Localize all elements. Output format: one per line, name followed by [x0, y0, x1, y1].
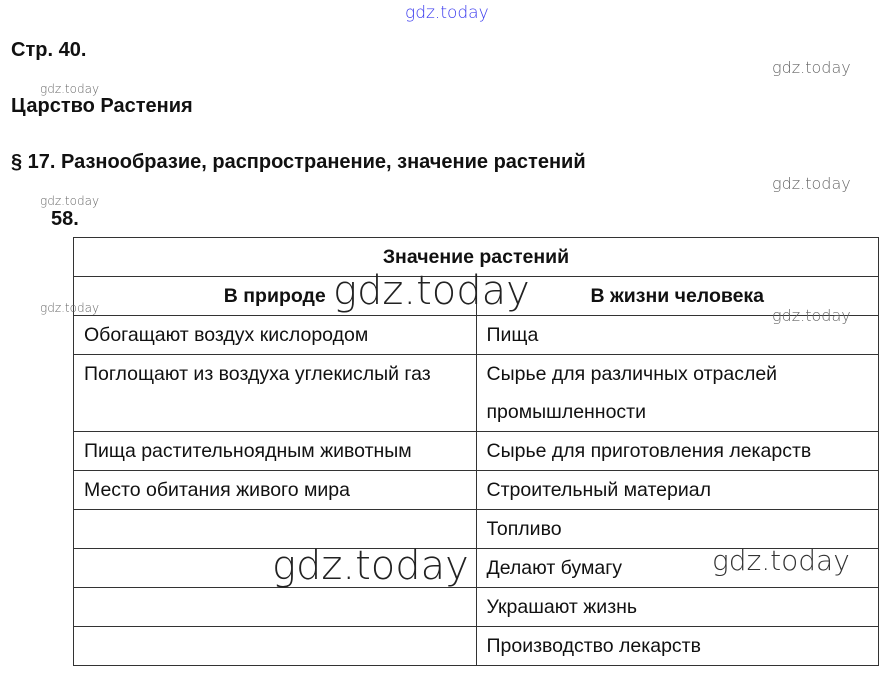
- table-title: Значение растений: [73, 237, 879, 277]
- plants-significance-table: Значение растений В природе В жизни чело…: [73, 237, 879, 666]
- cell-nature: Место обитания живого мира: [73, 470, 477, 510]
- table-row: Производство лекарств: [73, 626, 879, 666]
- cell-nature: Обогащают воздух кислородом: [73, 315, 477, 355]
- task-number: 58.: [51, 208, 79, 230]
- cell-nature: [73, 548, 477, 588]
- watermark: gdz.today: [772, 174, 851, 193]
- table-row: Украшают жизнь: [73, 587, 879, 627]
- cell-human-life: Производство лекарств: [475, 626, 879, 666]
- watermark: gdz.today: [40, 301, 100, 315]
- watermark: gdz.today: [40, 194, 100, 208]
- table-row: Обогащают воздух кислородом Пища: [73, 315, 879, 355]
- cell-human-life: Строительный материал: [475, 470, 879, 510]
- watermark: gdz.today: [772, 306, 851, 325]
- table-row: Делают бумагу: [73, 548, 879, 588]
- cell-human-life: Топливо: [475, 509, 879, 549]
- cell-human-life: Сырье для приготовления лекарств: [475, 431, 879, 471]
- watermark: gdz.today: [40, 82, 100, 96]
- watermark: gdz.today: [772, 58, 851, 77]
- table-row: Место обитания живого мира Строительный м…: [73, 470, 879, 510]
- table-row: Топливо: [73, 509, 879, 549]
- page-ref: Стр. 40.: [11, 39, 87, 61]
- cell-nature: [73, 587, 477, 627]
- watermark-top: gdz.today: [405, 3, 489, 23]
- watermark: gdz.today: [712, 544, 850, 577]
- section-title: § 17. Разнообразие, распространение, зна…: [11, 151, 586, 173]
- cell-human-life: Украшают жизнь: [475, 587, 879, 627]
- cell-human-life: Делают бумагу: [475, 548, 879, 588]
- cell-nature: [73, 626, 477, 666]
- column-header: В природе: [73, 276, 477, 316]
- chapter-title: Царство Растения: [11, 95, 193, 117]
- watermark-large: gdz.today: [272, 543, 469, 589]
- cell-human-life: Сырье для различных отраслей промышленно…: [475, 354, 879, 432]
- cell-nature: Поглощают из воздуха углекислый газ: [73, 354, 477, 432]
- table-row: Поглощают из воздуха углекислый газ Сырье…: [73, 354, 879, 432]
- cell-nature: Пища растительноядным животным: [73, 431, 477, 471]
- table-row: Пища растительноядным животным Сырье для …: [73, 431, 879, 471]
- cell-nature: [73, 509, 477, 549]
- watermark-large: gdz.today: [333, 268, 530, 314]
